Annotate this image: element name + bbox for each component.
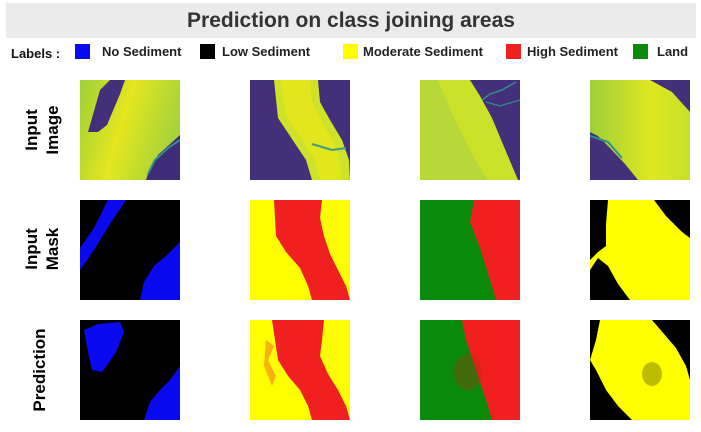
- legend-item-high-sediment: High Sediment: [506, 44, 618, 59]
- legend: Labels : No Sediment Low Sediment Modera…: [0, 44, 701, 64]
- legend-text: Land: [657, 44, 689, 59]
- input-mask-1: [80, 200, 180, 300]
- input-mask-3: [420, 200, 520, 300]
- swatch-moderate-sediment: [343, 44, 358, 59]
- input-image-3: [420, 80, 520, 180]
- input-image-4: [590, 80, 690, 180]
- input-mask-2: [250, 200, 350, 300]
- page-title: Prediction on class joining areas: [187, 8, 515, 32]
- legend-label: Labels :: [11, 46, 61, 61]
- swatch-land: [633, 44, 648, 59]
- row-label-input-mask: Input Mask: [22, 227, 62, 271]
- prediction-2: [250, 320, 350, 420]
- legend-item-moderate-sediment: Moderate Sediment: [343, 44, 483, 59]
- prediction-3: [420, 320, 520, 420]
- legend-item-land: Land: [633, 44, 688, 59]
- input-mask-4: [590, 200, 690, 300]
- row-label-input-image: Input Image: [22, 105, 62, 155]
- input-image-1: [80, 80, 180, 180]
- prediction-1: [80, 320, 180, 420]
- legend-text: Low Sediment: [222, 44, 311, 59]
- input-image-2: [250, 80, 350, 180]
- legend-text: High Sediment: [527, 44, 619, 59]
- row-label-prediction: Prediction: [29, 328, 49, 412]
- legend-item-low-sediment: Low Sediment: [200, 44, 310, 59]
- swatch-no-sediment: [75, 44, 90, 59]
- legend-item-no-sediment: No Sediment: [75, 44, 181, 59]
- swatch-low-sediment: [200, 44, 215, 59]
- prediction-4: [590, 320, 690, 420]
- swatch-high-sediment: [506, 44, 521, 59]
- title-banner: Prediction on class joining areas: [6, 3, 696, 38]
- legend-text: Moderate Sediment: [363, 44, 483, 59]
- legend-text: No Sediment: [102, 44, 182, 59]
